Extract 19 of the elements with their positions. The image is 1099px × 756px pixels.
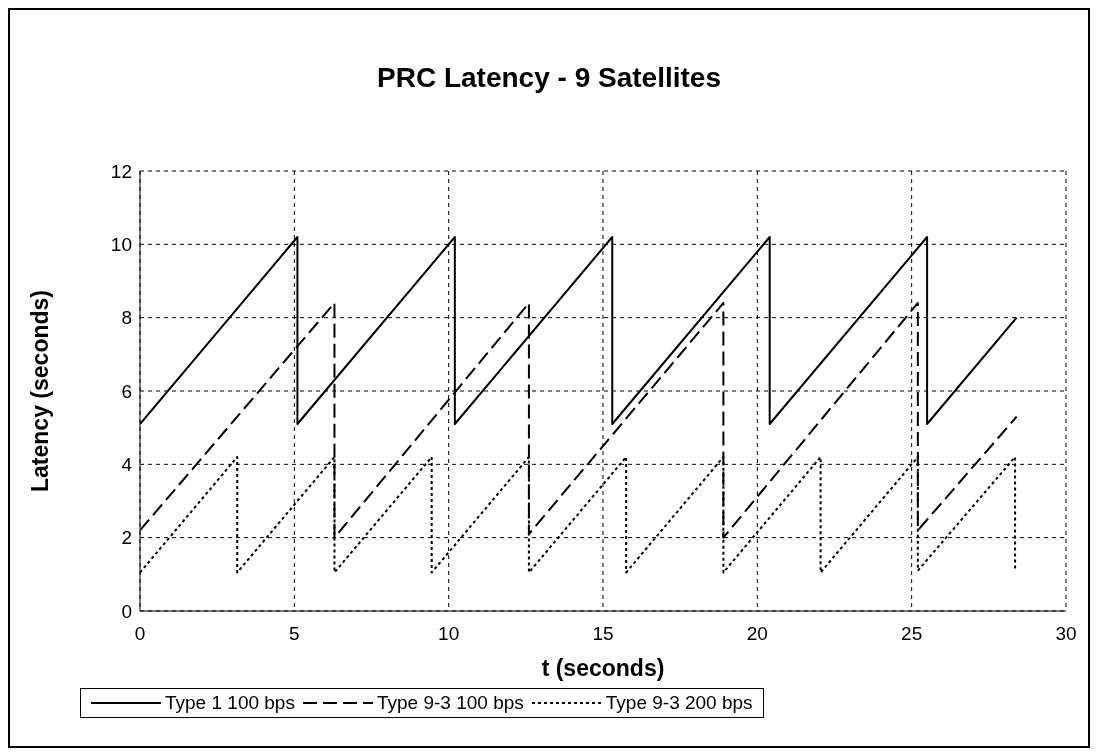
x-tick-label: 15	[592, 623, 614, 645]
y-tick-label: 2	[121, 527, 132, 549]
x-tick-label: 20	[746, 623, 768, 645]
y-axis-title: Latency (seconds)	[27, 290, 54, 492]
legend-label: Type 9-3 200 bps	[605, 692, 753, 714]
legend-label: Type 1 100 bps	[165, 692, 295, 714]
x-tick-label: 10	[438, 623, 460, 645]
y-tick-label: 10	[110, 234, 132, 256]
x-tick-label: 30	[1055, 623, 1077, 645]
y-tick-label: 4	[121, 454, 133, 476]
x-axis-title: t (seconds)	[541, 655, 665, 681]
y-tick-label: 6	[121, 380, 132, 402]
y-tick-label: 12	[110, 160, 132, 182]
x-tick-label: 5	[289, 623, 300, 645]
y-tick-label: 8	[121, 307, 132, 329]
x-tick-label: 25	[901, 623, 923, 645]
chart-title: PRC Latency - 9 Satellites	[376, 62, 722, 94]
legend-label: Type 9-3 100 bps	[376, 692, 524, 714]
y-tick-label: 0	[121, 600, 132, 622]
